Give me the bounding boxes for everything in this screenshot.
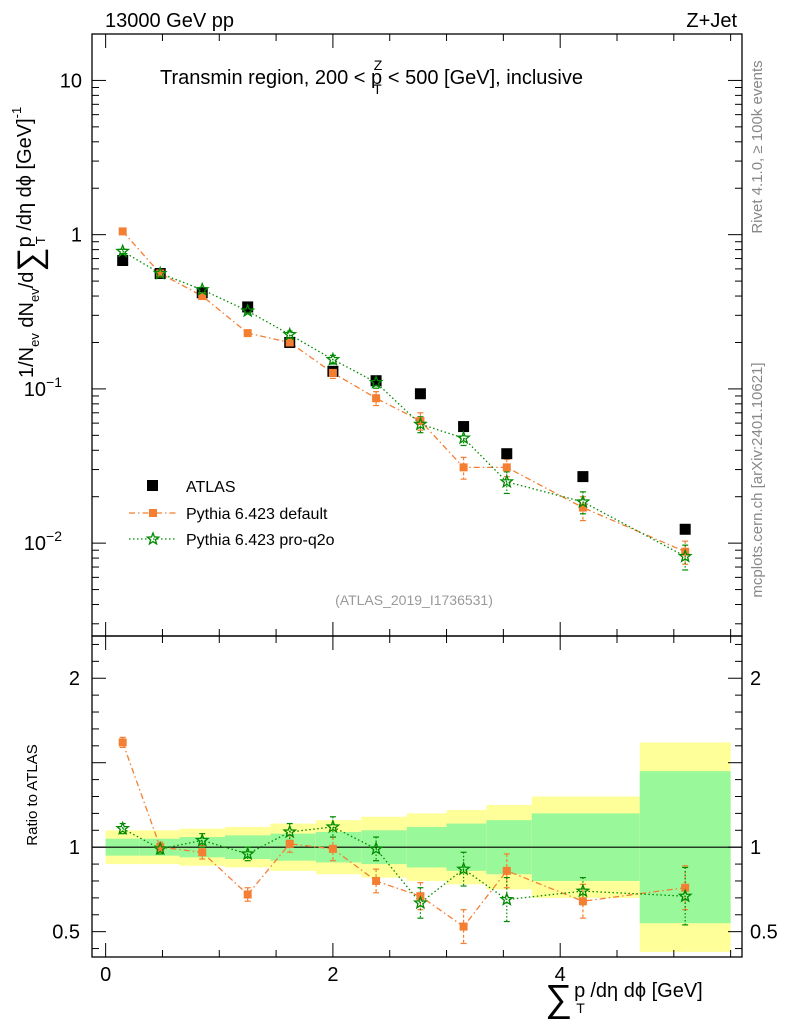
ratio-y-tick-label-left: 2: [69, 668, 80, 690]
proq2o-point: [115, 243, 131, 258]
x-axis-title: ∑ p T /dη dϕ [GeV]: [545, 978, 703, 1020]
ratio-y-tick-label-left: 1: [69, 837, 80, 859]
series-lines: [122, 230, 686, 928]
ratio-uncertainty-bands: [92, 742, 742, 952]
default-point: [502, 463, 511, 472]
default-point: [285, 338, 294, 347]
proq2o-point: [456, 430, 472, 445]
proq2o-point: [194, 281, 210, 297]
legend: ATLAS Pythia 6.423 default Pythia 6.423 …: [129, 479, 335, 549]
default-ratio-point: [198, 848, 207, 857]
atlas-point: [117, 254, 129, 266]
default-point: [459, 463, 468, 472]
default-ratio-line: [122, 742, 686, 928]
atlas-point: [501, 448, 513, 460]
proq2o-point: [325, 351, 341, 366]
proq2o-ratio-point: [152, 841, 168, 856]
mcplots-label: mcplots.cern.ch [arXiv:2401.10621]: [749, 362, 766, 597]
default-point: [118, 227, 127, 236]
default-ratio-point: [372, 876, 381, 885]
proq2o-ratio-point: [115, 820, 131, 835]
proq2o-ratio-point: [412, 895, 428, 910]
x-tick-label: 2: [327, 964, 338, 986]
default-ratio-point: [459, 922, 468, 931]
default-ratio-point: [118, 738, 127, 747]
default-ratio-point: [502, 866, 511, 875]
atlas-point: [679, 523, 691, 535]
top-y-tick-label: 1: [71, 225, 82, 247]
proq2o-point: [412, 416, 428, 431]
proq2o-point: [677, 548, 693, 563]
proq2o-point: [152, 265, 168, 280]
default-point: [243, 329, 252, 338]
legend-default-label: Pythia 6.423 default: [186, 506, 328, 523]
default-point: [328, 368, 337, 377]
ratio-y-axis-title: Ratio to ATLAS: [24, 744, 41, 845]
analysis-watermark: (ATLAS_2019_I1736531): [335, 592, 493, 608]
default-ratio-point: [156, 843, 165, 852]
legend-atlas-label: ATLAS: [186, 479, 236, 496]
proq2o-ratio-point: [575, 883, 591, 898]
legend-default-marker: [149, 509, 157, 517]
default-ratio-point: [243, 890, 252, 899]
proq2o-ratio-point: [499, 891, 515, 906]
proq2o-line: [122, 250, 686, 557]
legend-atlas-marker: [147, 480, 158, 491]
proq2o-ratio-point: [194, 832, 210, 847]
header-left-label: 13000 GeV pp: [105, 10, 234, 32]
proq2o-ratio-point: [368, 841, 384, 856]
atlas-point: [414, 388, 426, 400]
proq2o-point: [282, 326, 298, 341]
default-point: [156, 269, 165, 278]
default-ratio-point: [328, 844, 337, 853]
proq2o-point: [240, 303, 256, 318]
top-y-tick-label: 10−2: [24, 528, 62, 555]
proq2o-point: [499, 473, 515, 489]
rivet-version-label: Rivet 4.1.0, ≥ 100k events: [749, 60, 766, 233]
default-line: [122, 230, 686, 553]
proq2o-ratio-point: [677, 888, 693, 903]
top-y-tick-label: 10−1: [24, 374, 62, 401]
proq2o-ratio-line: [122, 826, 686, 904]
atlas-point: [242, 301, 254, 313]
top-y-axis-title: 1/Nev dNev/d∑pT /dη dϕ [GeV]-1: [9, 107, 49, 378]
proq2o-point: [575, 494, 591, 509]
axis-tick-labels: 10 1 10−1 10−2 2 2 1 1 0.5 0.5 0 2 4: [24, 70, 778, 986]
default-point: [198, 292, 207, 301]
default-ratio-point: [578, 897, 587, 906]
default-ratio-point: [681, 883, 690, 892]
x-tick-label: 0: [100, 964, 111, 986]
ratio-y-tick-label-right: 2: [750, 668, 761, 690]
ratio-y-tick-label-left: 0.5: [52, 922, 80, 944]
legend-proq2o-marker: [145, 531, 161, 546]
default-ratio-point: [285, 839, 294, 848]
proq2o-ratio-point: [456, 861, 472, 876]
proq2o-ratio-point: [240, 846, 256, 861]
atlas-point: [458, 421, 470, 433]
x-tick-label: 4: [555, 964, 566, 986]
header-right-label: Z+Jet: [686, 10, 737, 32]
ratio-y-tick-label-right: 0.5: [750, 922, 778, 944]
default-point: [372, 394, 381, 403]
top-y-tick-label: 10: [60, 70, 82, 92]
default-point: [416, 416, 425, 425]
proq2o-ratio-point: [325, 819, 341, 834]
series-markers: [115, 227, 693, 931]
atlas-point: [577, 471, 589, 483]
proq2o-point: [368, 374, 384, 389]
legend-proq2o-label: Pythia 6.423 pro-q2o: [186, 532, 335, 549]
plot-title: Transmin region, 200 < pTZ < 500 [GeV], …: [160, 57, 583, 97]
default-point: [578, 503, 587, 512]
axis-ticks: [92, 33, 742, 957]
proq2o-ratio-point: [282, 824, 298, 839]
atlas-point: [370, 375, 382, 387]
ratio-y-tick-label-right: 1: [750, 837, 761, 859]
